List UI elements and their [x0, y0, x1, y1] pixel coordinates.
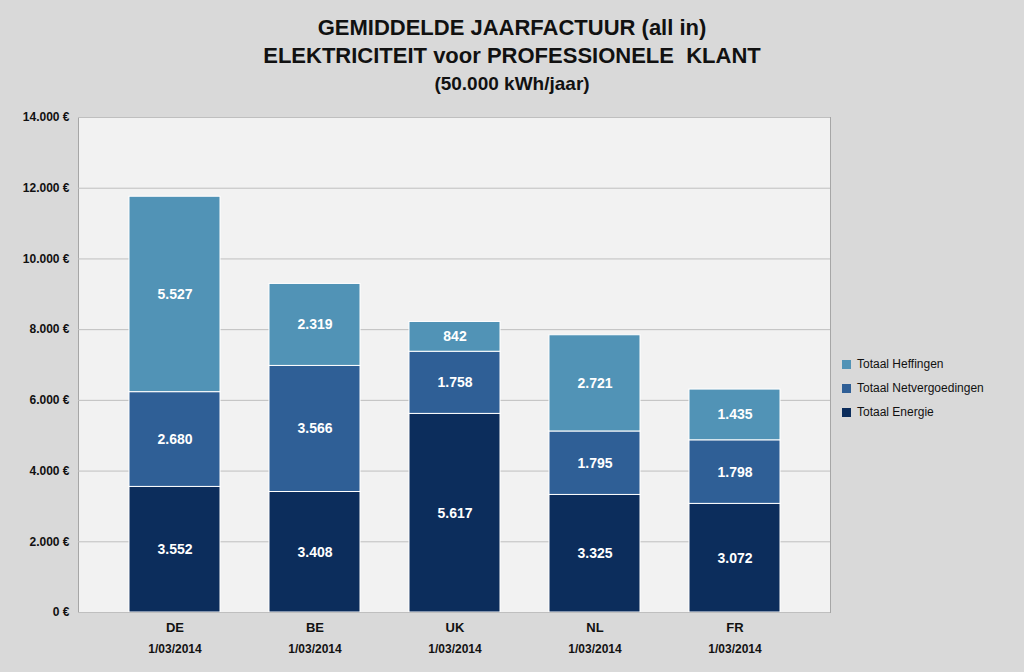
svg-text:1/03/2014: 1/03/2014	[148, 642, 202, 656]
svg-text:UK: UK	[446, 620, 465, 635]
svg-text:6.000 €: 6.000 €	[29, 393, 69, 407]
svg-text:1/03/2014: 1/03/2014	[568, 642, 622, 656]
svg-text:1/03/2014: 1/03/2014	[288, 642, 342, 656]
svg-text:2.680: 2.680	[157, 431, 192, 447]
svg-text:10.000 €: 10.000 €	[23, 252, 70, 266]
svg-text:4.000 €: 4.000 €	[29, 464, 69, 478]
svg-text:1.798: 1.798	[717, 464, 752, 480]
svg-text:0 €: 0 €	[53, 605, 70, 619]
svg-text:DE: DE	[166, 620, 184, 635]
svg-text:842: 842	[443, 328, 467, 344]
svg-text:FR: FR	[726, 620, 744, 635]
svg-text:5.617: 5.617	[437, 505, 472, 521]
html-text:ELEKTRICITEIT voor PROFESSIONE: ELEKTRICITEIT voor PROFESSIONELE KLANT	[263, 43, 761, 68]
html-text:Totaal Netvergoedingen: Totaal Netvergoedingen	[857, 381, 984, 395]
html-text:Totaal Energie: Totaal Energie	[857, 405, 934, 419]
svg-text:2.319: 2.319	[297, 316, 332, 332]
svg-text:NL: NL	[586, 620, 603, 635]
svg-text:1.435: 1.435	[717, 406, 752, 422]
svg-text:2.000 €: 2.000 €	[29, 535, 69, 549]
svg-text:BE: BE	[306, 620, 324, 635]
svg-text:3.552: 3.552	[157, 541, 192, 557]
svg-text:1.795: 1.795	[577, 455, 612, 471]
html-text:(50.000 kWh/jaar): (50.000 kWh/jaar)	[434, 73, 590, 94]
svg-text:3.072: 3.072	[717, 550, 752, 566]
svg-text:3.325: 3.325	[577, 545, 612, 561]
svg-text:3.566: 3.566	[297, 420, 332, 436]
html-text:GEMIDDELDE JAARFACTUUR (all in: GEMIDDELDE JAARFACTUUR (all in)	[317, 15, 707, 40]
svg-text:5.527: 5.527	[157, 286, 192, 302]
svg-text:12.000 €: 12.000 €	[23, 181, 70, 195]
svg-text:3.408: 3.408	[297, 544, 332, 560]
svg-text:8.000 €: 8.000 €	[29, 322, 69, 336]
svg-text:1/03/2014: 1/03/2014	[428, 642, 482, 656]
svg-text:2.721: 2.721	[577, 375, 612, 391]
html-text:Totaal Heffingen: Totaal Heffingen	[857, 357, 944, 371]
svg-text:14.000 €: 14.000 €	[23, 110, 70, 124]
svg-text:1/03/2014: 1/03/2014	[708, 642, 762, 656]
svg-text:1.758: 1.758	[437, 374, 472, 390]
